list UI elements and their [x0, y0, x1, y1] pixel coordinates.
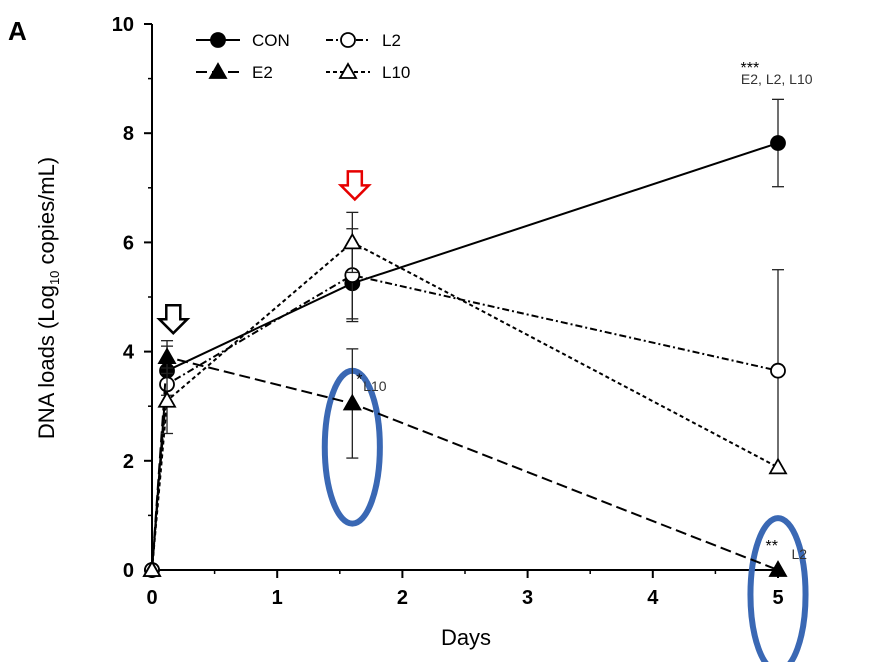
annotation-text: L10: [363, 378, 387, 394]
data-point: [342, 232, 362, 250]
axes: 0 1 2 3 4 5 0 2 4 6 8 10: [112, 14, 784, 609]
series-e2: [142, 340, 788, 577]
y-axis-title-subscript: 10: [47, 271, 62, 285]
annotation-arrow: [337, 170, 372, 202]
legend-item-l10: L10: [326, 62, 410, 82]
x-tick-label: 2: [397, 587, 408, 609]
data-point: [157, 390, 177, 408]
legend-item-con: CON: [196, 31, 290, 50]
data-point: [210, 32, 226, 48]
y-axis-title-end: copies/mL): [34, 157, 59, 271]
panel-label: A: [8, 16, 27, 46]
arrows-layer: [156, 170, 372, 335]
data-point: [342, 393, 362, 411]
data-point: [768, 560, 788, 577]
series-line: [151, 355, 779, 571]
data-point: [142, 560, 162, 577]
legend-label: L10: [382, 63, 410, 82]
data-point: [770, 135, 786, 151]
series-l10: [142, 211, 788, 577]
series-line: [151, 274, 779, 571]
series-layer: [142, 98, 788, 578]
data-point: [768, 457, 788, 475]
data-point: [157, 347, 177, 364]
y-axis-title-main: DNA loads (Log: [34, 285, 59, 439]
series-l2: [144, 228, 786, 578]
x-tick-label: 3: [522, 587, 533, 609]
annotation-arrow: [156, 303, 191, 335]
legend: CON L2 E2 L10: [196, 31, 410, 82]
y-tick-label: 2: [123, 451, 134, 473]
annotation-text: L2: [791, 546, 807, 562]
series-line: [151, 241, 779, 571]
highlight-ellipse: [747, 515, 809, 662]
annotation-text: ***: [741, 60, 760, 77]
y-axis-title: DNA loads (Log10 copies/mL): [34, 157, 62, 439]
data-point: [338, 62, 358, 79]
annotation-text: E2, L2, L10: [741, 71, 813, 87]
y-tick-label: 10: [112, 14, 134, 36]
x-tick-label: 4: [647, 587, 659, 609]
data-point: [208, 62, 228, 79]
legend-item-l2: L2: [326, 31, 401, 50]
y-tick-label: 6: [123, 232, 134, 254]
x-tick-label: 1: [272, 587, 283, 609]
legend-label: L2: [382, 31, 401, 50]
legend-item-e2: E2: [196, 62, 273, 82]
annotation-text: **: [766, 538, 778, 555]
x-axis-title: Days: [441, 625, 491, 650]
highlight-ellipses: [321, 367, 809, 662]
annotations-layer: ***E2, L2, L10* L10** L2: [356, 60, 813, 562]
y-tick-label: 8: [123, 123, 134, 145]
y-tick-label: 4: [123, 342, 135, 364]
annotation-text: *: [356, 371, 362, 388]
data-point: [340, 32, 356, 48]
x-tick-label: 0: [146, 587, 157, 609]
x-tick-label: 5: [772, 587, 783, 609]
legend-label: CON: [252, 31, 290, 50]
legend-label: E2: [252, 63, 273, 82]
data-point: [770, 362, 786, 379]
y-tick-label: 0: [123, 560, 134, 582]
series-line: [151, 142, 779, 571]
